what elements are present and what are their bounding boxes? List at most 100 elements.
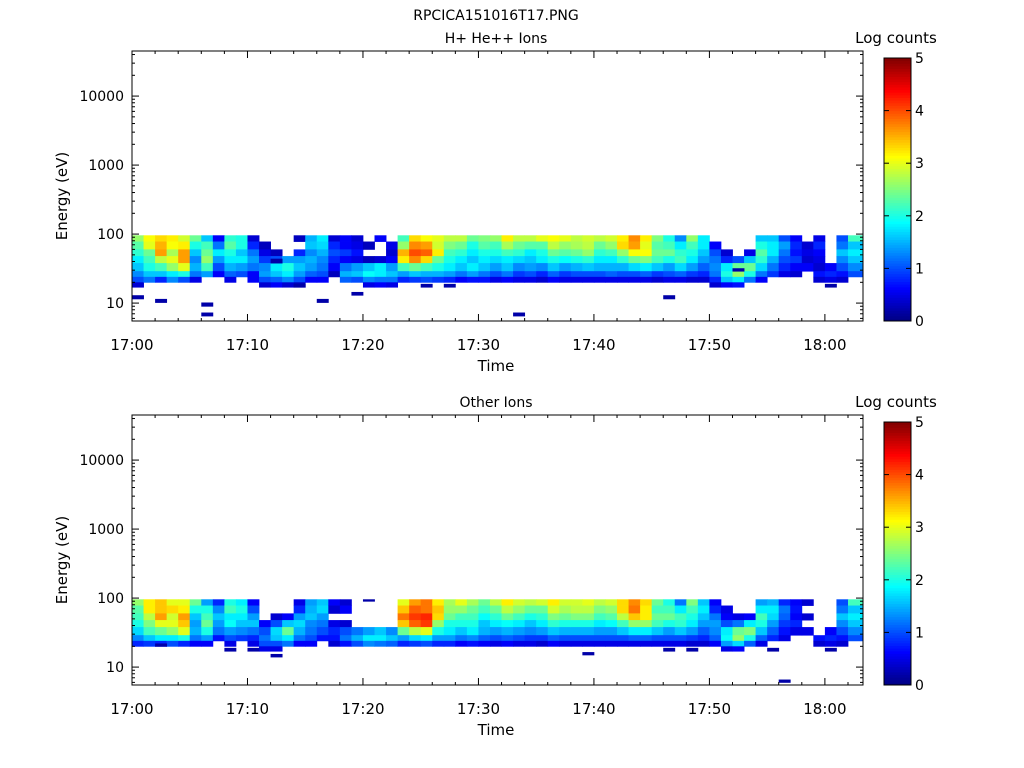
colorbar-segment xyxy=(884,503,911,507)
heatmap-cell xyxy=(617,271,629,278)
heatmap-cell xyxy=(201,249,214,257)
heatmap-cell xyxy=(282,256,295,264)
heatmap-cell xyxy=(201,599,214,606)
heatmap-cell xyxy=(189,613,202,621)
heatmap-cell xyxy=(178,635,191,642)
heatmap-cell xyxy=(143,627,156,636)
heatmap-cell xyxy=(224,249,237,257)
heatmap-cell xyxy=(605,241,618,250)
heatmap-cell xyxy=(836,271,849,278)
heatmap-cell xyxy=(235,241,248,250)
heatmap-cell xyxy=(270,653,283,658)
heatmap-cell xyxy=(559,613,572,621)
heatmap-cell xyxy=(813,256,826,264)
colorbar-segment xyxy=(884,192,911,196)
heatmap-cell xyxy=(617,613,629,621)
heatmap-cell xyxy=(143,599,156,606)
heatmap-cell xyxy=(420,271,433,278)
heatmap-cell xyxy=(143,276,156,283)
heatmap-cell xyxy=(409,605,422,614)
heatmap-cell xyxy=(501,271,514,278)
heatmap-cell xyxy=(247,627,260,636)
heatmap-cell xyxy=(744,627,756,636)
heatmap-cell xyxy=(570,263,583,272)
heatmap-cell xyxy=(674,599,687,606)
colorbar-segment xyxy=(884,582,911,586)
heatmap-cell xyxy=(155,263,168,272)
colorbar-segment xyxy=(884,71,911,75)
colorbar-segment xyxy=(884,68,911,72)
heatmap-cell xyxy=(570,605,583,614)
colorbar-segment xyxy=(884,629,911,633)
heatmap-cell xyxy=(386,263,399,272)
heatmap-cell xyxy=(212,271,225,278)
colorbar-tick-label: 2 xyxy=(915,573,924,589)
heatmap-cell xyxy=(178,276,191,283)
heatmap-cell xyxy=(709,249,722,257)
heatmap-cell xyxy=(628,605,641,614)
heatmap-cell xyxy=(617,249,629,257)
colorbar-segment xyxy=(884,477,911,481)
heatmap-cell xyxy=(536,276,549,283)
heatmap-cell xyxy=(443,620,456,628)
heatmap-cell xyxy=(282,263,295,272)
colorbar-segment xyxy=(884,516,911,520)
heatmap-cell xyxy=(767,627,780,636)
heatmap-cell xyxy=(524,235,537,242)
colorbar-segment xyxy=(884,561,911,565)
heatmap-cell xyxy=(409,241,422,250)
heatmap-cell xyxy=(628,613,641,621)
heatmap-cell xyxy=(409,235,422,242)
heatmap-cell xyxy=(501,635,514,642)
heatmap-cell xyxy=(455,276,468,283)
heatmap-cell xyxy=(270,276,283,283)
heatmap-cell xyxy=(305,620,318,628)
colorbar-segment xyxy=(884,236,911,240)
heatmap-cell xyxy=(420,640,433,647)
colorbar-segment xyxy=(884,474,911,478)
heatmap-cell xyxy=(790,249,803,257)
heatmap-cell xyxy=(847,241,864,250)
colorbar-segment xyxy=(884,424,911,428)
heatmap-cell xyxy=(767,599,780,606)
heatmap-cell xyxy=(339,249,352,257)
heatmap-cell xyxy=(686,235,699,242)
heatmap-cell xyxy=(247,263,260,272)
heatmap-cell xyxy=(466,276,479,283)
heatmap-cell xyxy=(224,605,237,614)
heatmap-cell xyxy=(132,599,144,606)
heatmap-cell xyxy=(536,627,549,636)
colorbar-segment xyxy=(884,542,911,547)
colorbar-segment xyxy=(884,445,911,449)
heatmap-cell xyxy=(178,256,191,264)
heatmap-cell xyxy=(617,605,629,614)
heatmap-cell xyxy=(674,620,687,628)
heatmap-cell xyxy=(351,249,364,257)
heatmap-cell xyxy=(732,627,745,636)
heatmap-cell xyxy=(605,276,618,283)
heatmap-cell xyxy=(212,635,225,642)
heatmap-cell xyxy=(790,263,803,272)
heatmap-cell xyxy=(455,627,468,636)
colorbar-segment xyxy=(884,213,911,217)
heatmap-cell xyxy=(201,640,214,647)
heatmap-cell xyxy=(351,241,364,250)
colorbar-segment xyxy=(884,585,911,589)
heatmap-cell xyxy=(697,627,710,636)
colorbar-segment xyxy=(884,479,911,483)
x-tick-label: 17:50 xyxy=(688,700,731,718)
heatmap-cell xyxy=(235,235,248,242)
heatmap-cell xyxy=(663,249,676,257)
heatmap-cell xyxy=(582,640,595,647)
heatmap-cell xyxy=(455,613,468,621)
heatmap-cell xyxy=(720,282,733,288)
colorbar-segment xyxy=(884,194,911,198)
heatmap-cell xyxy=(697,241,710,250)
heatmap-cell xyxy=(536,263,549,272)
heatmap-cell xyxy=(155,620,168,628)
heatmap-cell xyxy=(524,241,537,250)
heatmap-cell xyxy=(628,263,641,272)
heatmap-cell xyxy=(189,640,202,647)
heatmap-cell xyxy=(836,256,849,264)
heatmap-cell xyxy=(409,640,422,647)
